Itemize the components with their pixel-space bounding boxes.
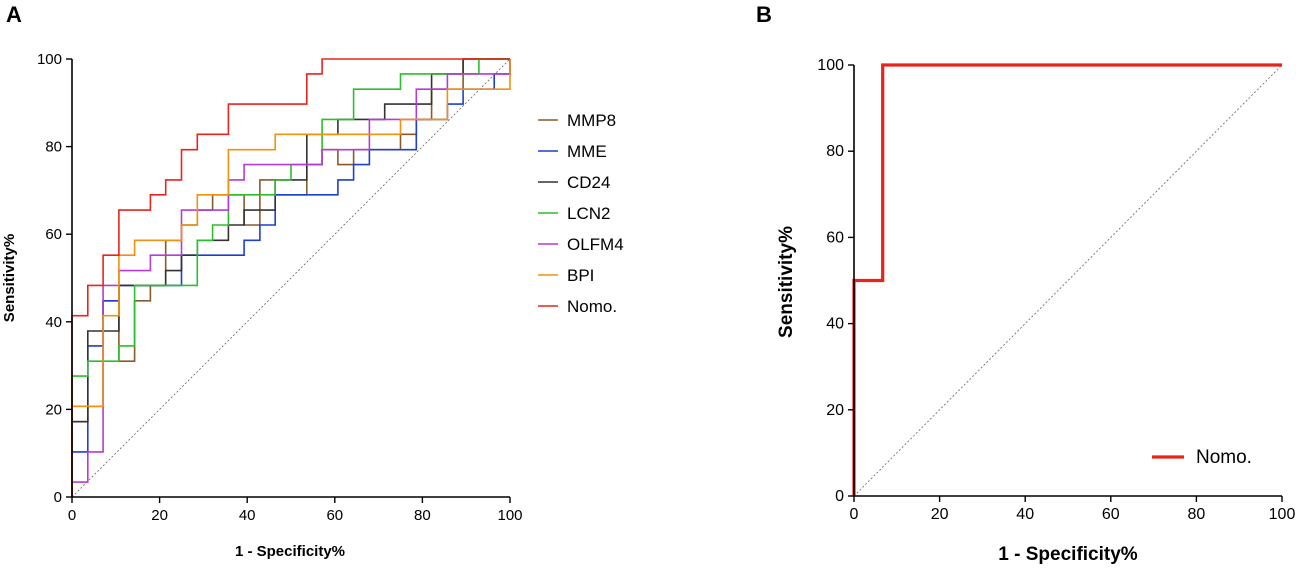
x-tick-label: 0 (68, 507, 76, 524)
series-line-cd24 (71, 58, 510, 497)
panel-a-letter: A (6, 2, 22, 27)
panel-a-legend: MMP8 MME CD24 LCN2 OLFM4 BPI Nomo. (538, 111, 624, 316)
x-tick-label: 80 (1188, 506, 1206, 523)
legend-label-lcn2: LCN2 (567, 204, 610, 223)
y-tick-label: 100 (37, 51, 62, 68)
panel-a-y-ticks: 0 20 40 60 80 100 (37, 51, 72, 506)
legend-label-nomo: Nomo. (567, 297, 617, 316)
y-tick-label: 0 (835, 488, 844, 505)
legend-label-mmp8: MMP8 (567, 111, 616, 130)
panel-b-x-ticks: 0 20 40 60 80 100 (850, 496, 1296, 523)
x-tick-label: 0 (850, 506, 859, 523)
x-tick-label: 40 (1016, 506, 1034, 523)
panel-a-series-group (71, 58, 511, 497)
panel-b-reference-line (853, 64, 1283, 497)
y-tick-label: 60 (826, 229, 844, 246)
legend-label-olfm4: OLFM4 (567, 235, 624, 254)
y-tick-label: 40 (826, 316, 844, 333)
panel-b-y-axis-title: Sensitivity% (776, 226, 797, 338)
series-line-bpi (71, 59, 511, 497)
y-tick-label: 40 (45, 314, 62, 331)
y-tick-label: 80 (45, 139, 62, 156)
panel-b-y-ticks: 0 20 40 60 80 100 (817, 57, 854, 505)
panel-a: A 0 20 40 60 80 100 0 20 40 60 80 100 1 - Specific… (1, 2, 624, 560)
panel-b-x-axis-title: 1 - Specificity% (998, 544, 1137, 565)
x-tick-label: 100 (1269, 506, 1296, 523)
series-line-lcn2 (71, 58, 510, 497)
x-tick-label: 20 (151, 507, 168, 524)
y-tick-label: 80 (826, 143, 844, 160)
panel-b-letter: B (756, 2, 772, 27)
panel-a-y-axis-title: Sensitivity% (1, 234, 18, 322)
panel-a-x-ticks: 0 20 40 60 80 100 (68, 497, 523, 524)
legend-label-cd24: CD24 (567, 173, 610, 192)
series-line-nomo (71, 58, 510, 497)
y-tick-label: 20 (826, 402, 844, 419)
x-tick-label: 40 (239, 507, 256, 524)
legend-label-bpi: BPI (567, 266, 594, 285)
panel-b-legend: Nomo. (1152, 447, 1252, 468)
x-tick-label: 100 (497, 507, 522, 524)
x-tick-label: 60 (1102, 506, 1120, 523)
panel-a-reference-line (71, 58, 511, 498)
legend-label-mme: MME (567, 142, 607, 161)
legend-label-nomo: Nomo. (1196, 447, 1252, 468)
panel-a-x-axis-title: 1 - Specificity% (235, 543, 345, 560)
x-tick-label: 80 (414, 507, 431, 524)
y-tick-label: 60 (45, 226, 62, 243)
x-tick-label: 20 (931, 506, 949, 523)
y-tick-label: 20 (45, 401, 62, 418)
panel-b: B 0 20 40 60 80 100 0 20 40 60 80 100 1 - Specific… (756, 2, 1295, 565)
x-tick-label: 60 (326, 507, 343, 524)
y-tick-label: 0 (54, 489, 62, 506)
y-tick-label: 100 (817, 57, 844, 74)
